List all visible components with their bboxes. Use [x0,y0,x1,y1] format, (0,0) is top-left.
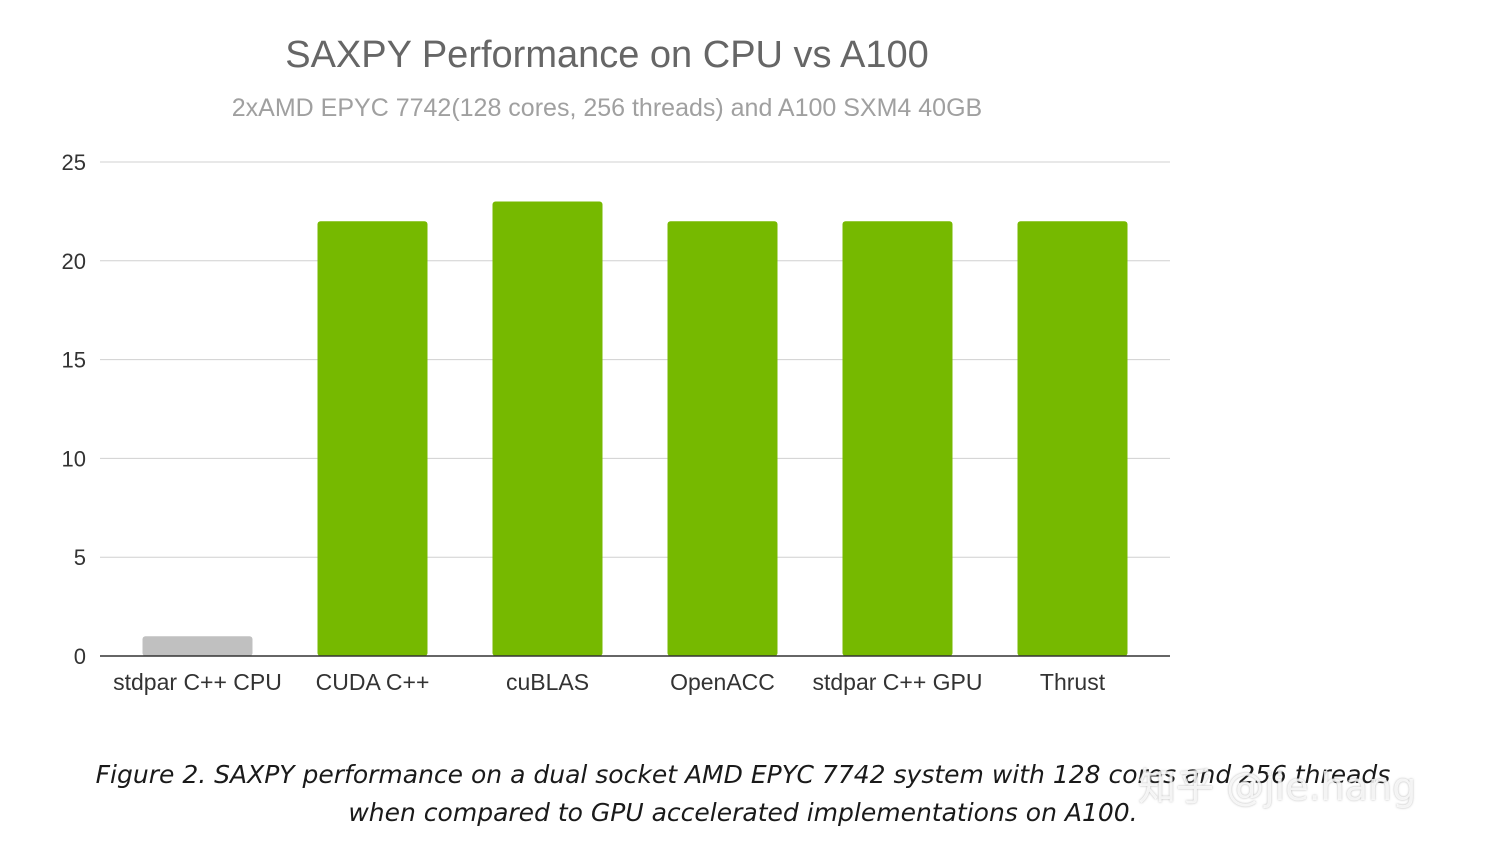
x-category-label: stdpar C++ CPU [113,669,282,695]
y-tick-label: 20 [62,249,86,274]
bar-cublas [492,201,603,656]
bar-cuda-c [317,221,428,656]
caption-line-1: Figure 2. SAXPY performance on a dual so… [95,760,1391,789]
x-category-label: cuBLAS [506,669,589,695]
chart: SAXPY Performance on CPU vs A100 2xAMD E… [62,34,1170,695]
bar-layer [142,201,1128,656]
chart-title: SAXPY Performance on CPU vs A100 [285,34,929,76]
bar-thrust [1017,221,1128,656]
y-tick-label: 25 [62,150,86,175]
watermark: 知乎 @jie.hang [1138,765,1417,809]
figure-caption: Figure 2. SAXPY performance on a dual so… [0,756,1486,832]
x-category-label: CUDA C++ [316,669,430,695]
bar-stdpar-c-cpu [142,636,253,656]
y-tick-label: 15 [62,348,86,373]
y-tick-label: 5 [74,545,86,570]
y-tick-label: 10 [62,446,86,471]
chart-subtitle: 2xAMD EPYC 7742(128 cores, 256 threads) … [232,94,982,122]
bar-openacc [667,221,778,656]
bar-stdpar-c-gpu [842,221,953,656]
x-category-label: OpenACC [670,669,775,695]
grid-layer [100,161,1170,558]
x-category-label: Thrust [1040,669,1106,695]
y-tick-label: 0 [74,644,86,669]
x-category-label: stdpar C++ GPU [812,669,982,695]
caption-line-2: when compared to GPU accelerated impleme… [348,798,1138,827]
label-layer: 0 5 10 15 20 25 stdpar C++ CPU CUDA C++ cuBLAS Op… [62,150,1106,695]
